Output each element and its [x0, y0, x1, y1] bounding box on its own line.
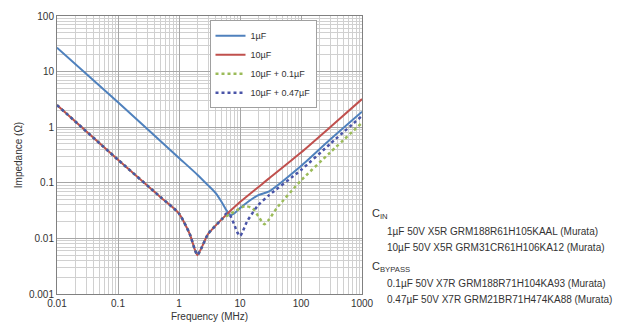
svg-text:10µF + 0.1µF: 10µF + 0.1µF — [251, 69, 306, 79]
svg-text:0.01: 0.01 — [35, 233, 55, 244]
svg-text:10: 10 — [43, 66, 55, 77]
svg-text:100: 100 — [293, 298, 310, 309]
svg-text:10µF 50V X5R GRM31CR61H106KA12: 10µF 50V X5R GRM31CR61H106KA12 (Murata) — [387, 242, 605, 253]
svg-text:100: 100 — [37, 11, 54, 22]
svg-text:0.1µF 50V X7R GRM188R71H104KA9: 0.1µF 50V X7R GRM188R71H104KA93 (Murata) — [387, 278, 606, 289]
svg-text:0.1: 0.1 — [111, 298, 125, 309]
svg-text:1000: 1000 — [351, 298, 374, 309]
svg-text:0.1: 0.1 — [40, 177, 54, 188]
svg-text:0.01: 0.01 — [47, 298, 67, 309]
svg-text:10µF + 0.47µF: 10µF + 0.47µF — [251, 88, 311, 98]
svg-text:1: 1 — [48, 122, 54, 133]
svg-text:0.001: 0.001 — [29, 289, 54, 300]
svg-text:1µF 50V X5R GRM188R61H105KAAL: 1µF 50V X5R GRM188R61H105KAAL (Murata) — [387, 226, 598, 237]
svg-text:C​BYPASS​: C​BYPASS​ — [372, 260, 410, 274]
svg-text:1: 1 — [176, 298, 182, 309]
svg-text:10µF: 10µF — [251, 50, 272, 60]
svg-text:0.47µF 50V X7R GRM21BR71H474KA: 0.47µF 50V X7R GRM21BR71H474KA88 (Murata… — [387, 294, 612, 305]
svg-text:1µF: 1µF — [251, 31, 267, 41]
svg-text:Frequency (MHz): Frequency (MHz) — [171, 311, 248, 322]
svg-text:C​IN​: C​IN​ — [372, 207, 388, 221]
svg-text:10: 10 — [234, 298, 246, 309]
svg-text:Impedance (Ω): Impedance (Ω) — [13, 122, 24, 188]
